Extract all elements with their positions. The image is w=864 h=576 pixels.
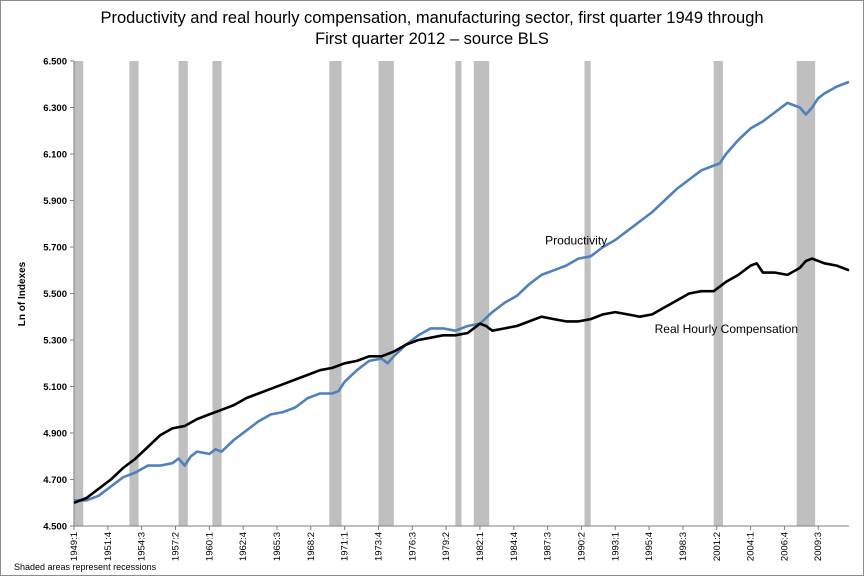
recession-band	[74, 61, 84, 526]
x-tick-label: 1984:4	[509, 532, 520, 561]
x-tick-label: 2009:3	[813, 532, 824, 561]
recession-band	[455, 61, 462, 526]
x-tick-label: 1962:4	[238, 532, 249, 561]
y-tick-label: 5.500	[43, 289, 67, 300]
x-tick-label: 1949:1	[69, 532, 80, 561]
x-tick-label: 1957:2	[170, 532, 181, 561]
x-tick-label: 1987:3	[543, 532, 554, 561]
y-tick-label: 5.900	[43, 196, 67, 207]
x-tick-label: 2004:1	[746, 532, 757, 561]
y-tick-label: 5.700	[43, 243, 67, 254]
x-tick-label: 1982:1	[475, 532, 486, 561]
x-tick-label: 1965:3	[272, 532, 283, 561]
recession-band	[584, 61, 591, 526]
y-tick-label: 4.500	[43, 522, 67, 533]
recession-band	[713, 61, 723, 526]
x-axis-ticks: 1949:1 1951:4 1954:3 1957:2 1960:1 1962:4 1965…	[69, 526, 824, 561]
y-axis-ticks: 4.500 4.700 4.900 5.100 5.300 5.500 5.700 5.900…	[43, 57, 74, 533]
x-tick-label: 2006:4	[779, 532, 790, 561]
series-line-real-hourly-compensation	[73, 257, 850, 505]
x-tick-label: 1968:2	[306, 532, 317, 561]
x-tick-label: 1990:2	[576, 532, 587, 561]
y-tick-label: 6.300	[43, 103, 67, 114]
series-annotation: Productivity	[545, 234, 607, 248]
x-tick-label: 1951:4	[103, 532, 114, 561]
recession-band	[796, 61, 816, 526]
y-tick-label: 4.700	[43, 475, 67, 486]
x-tick-label: 1954:3	[137, 532, 148, 561]
series-annotations: Productivity Real Hourly Compensation	[545, 234, 798, 336]
x-tick-label: 1998:3	[678, 532, 689, 561]
recession-band	[212, 61, 222, 526]
recession-band	[129, 61, 139, 526]
x-tick-label: 1971:1	[340, 532, 351, 561]
y-tick-label: 6.500	[43, 57, 67, 68]
y-tick-label: 6.100	[43, 150, 67, 161]
y-tick-label: 5.100	[43, 382, 67, 393]
chart-title: Productivity and real hourly compensatio…	[0, 8, 864, 50]
series-line-productivity	[74, 80, 850, 502]
x-tick-label: 2001:2	[712, 532, 723, 561]
recession-band	[329, 61, 342, 526]
y-tick-label: 5.300	[43, 336, 67, 347]
series-annotation: Real Hourly Compensation	[655, 322, 798, 336]
recession-band	[378, 61, 394, 526]
y-tick-label: 4.900	[43, 429, 67, 440]
recession-bands	[74, 61, 816, 526]
recession-band	[178, 61, 188, 526]
x-tick-label: 1993:1	[610, 532, 621, 561]
x-tick-label: 1979:2	[441, 532, 452, 561]
recession-footnote: Shaded areas represent recessions	[14, 562, 157, 572]
x-tick-label: 1973:4	[373, 532, 384, 561]
x-tick-label: 1976:3	[407, 532, 418, 561]
x-tick-label: 1995:4	[644, 532, 655, 561]
chart-title-line-1: Productivity and real hourly compensatio…	[100, 9, 764, 27]
chart-title-line-2: First quarter 2012 – source BLS	[315, 30, 549, 48]
series-lines	[73, 80, 850, 505]
recession-band	[473, 61, 490, 526]
x-tick-label: 1960:1	[204, 532, 215, 561]
y-axis-label: Ln of Indexes	[17, 261, 28, 326]
